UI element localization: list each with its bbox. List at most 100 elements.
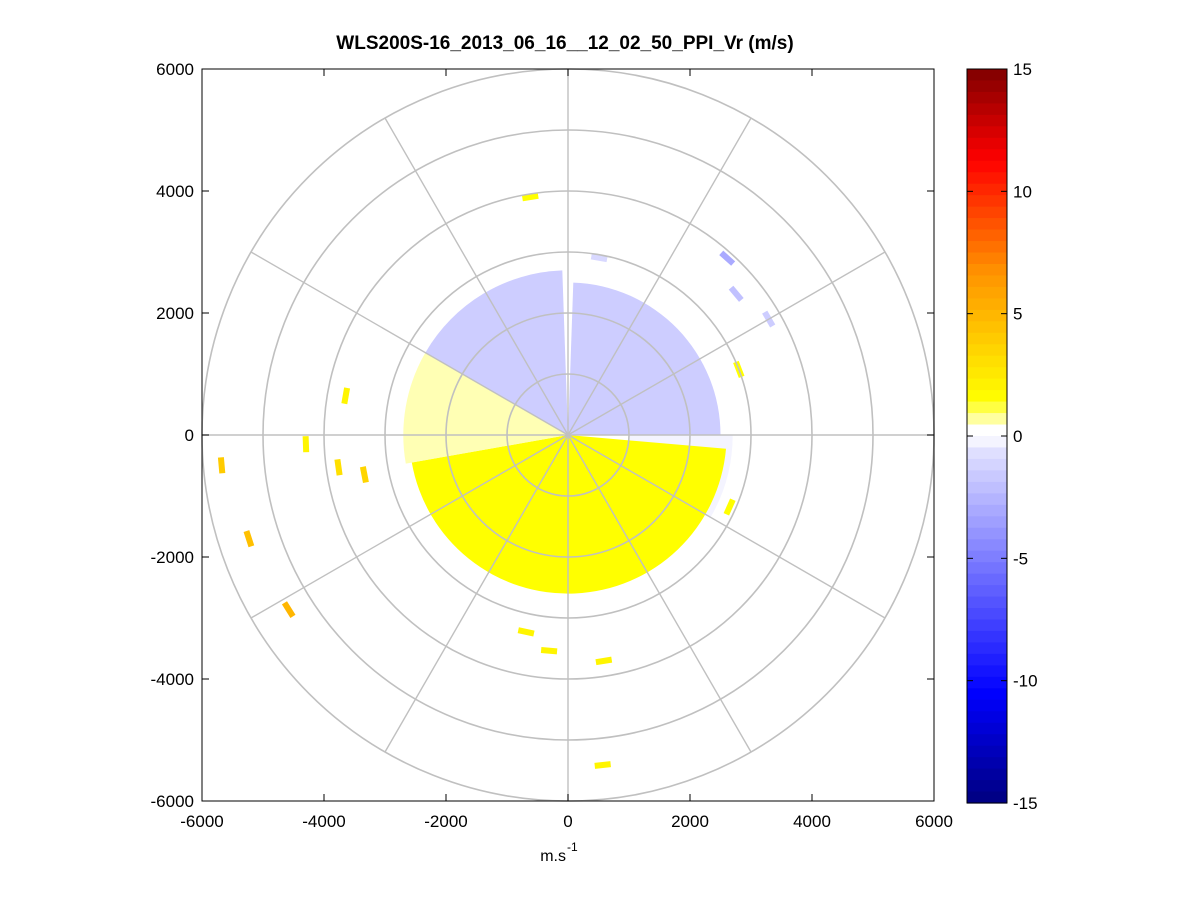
colorbar-swatch	[967, 321, 1007, 334]
colorbar-tick-label: -5	[1013, 549, 1028, 568]
colorbar-gradient	[967, 69, 1007, 804]
velocity-data-layer	[217, 192, 776, 769]
azimuth-spoke	[567, 251, 886, 436]
colorbar-swatch	[967, 103, 1007, 116]
velocity-sector	[411, 435, 726, 594]
x-tick-label: -4000	[302, 812, 345, 831]
velocity-gate	[302, 436, 310, 453]
colorbar-swatch	[967, 653, 1007, 666]
colorbar-ticks: 15 10 5 0 -5 -10 -15	[967, 60, 1038, 813]
colorbar-tick-label: -15	[1013, 794, 1038, 813]
colorbar-swatch	[967, 562, 1007, 575]
colorbar-swatch	[967, 665, 1007, 678]
colorbar-swatch	[967, 630, 1007, 644]
colorbar-swatch	[967, 332, 1007, 345]
y-tick-label: 0	[185, 426, 194, 445]
azimuth-spoke	[384, 117, 569, 436]
colorbar-swatch	[967, 195, 1007, 208]
colorbar-swatch	[967, 585, 1007, 598]
colorbar-swatch	[967, 608, 1007, 621]
colorbar-swatch	[967, 126, 1007, 139]
velocity-gate	[595, 656, 613, 666]
colorbar-swatch	[967, 91, 1007, 105]
colorbar-swatch	[967, 699, 1007, 712]
colorbar-swatch	[967, 791, 1007, 804]
azimuth-spoke	[567, 434, 752, 753]
azimuth-spoke	[250, 434, 569, 619]
colorbar-swatch	[967, 447, 1007, 460]
colorbar-swatch	[967, 206, 1007, 219]
colorbar-swatch	[967, 309, 1007, 322]
colorbar-swatch	[967, 355, 1007, 368]
colorbar-swatch	[967, 676, 1007, 689]
velocity-gate	[723, 498, 736, 516]
y-tick-label: 6000	[156, 60, 194, 79]
colorbar-swatch	[967, 172, 1007, 185]
colorbar-swatch	[967, 229, 1007, 242]
colorbar-swatch	[967, 378, 1007, 391]
x-axis-label-superscript: -1	[567, 840, 578, 854]
colorbar-swatch	[967, 550, 1007, 563]
x-tick-label: 2000	[671, 812, 709, 831]
x-axis-label: m.s	[540, 848, 566, 865]
colorbar-swatch	[967, 252, 1007, 265]
velocity-gate	[540, 647, 558, 655]
azimuth-spoke	[567, 434, 886, 619]
velocity-gate	[334, 458, 343, 476]
velocity-gate	[517, 627, 535, 637]
chart-title: WLS200S-16_2013_06_16__12_02_50_PPI_Vr (…	[336, 33, 793, 54]
plot-area: -6000 -4000 -2000 0 2000 4000 6000 6000 4000 2000…	[151, 60, 953, 831]
colorbar-swatch	[967, 768, 1007, 781]
colorbar-swatch	[967, 344, 1007, 357]
azimuth-spoke	[567, 117, 752, 436]
colorbar-swatch	[967, 470, 1007, 483]
colorbar-swatch	[967, 218, 1007, 231]
colorbar-swatch	[967, 401, 1007, 414]
colorbar-swatch	[967, 504, 1007, 517]
colorbar-swatch	[967, 573, 1007, 586]
velocity-sector	[403, 352, 568, 464]
colorbar-swatch	[967, 114, 1007, 127]
colorbar-swatch	[967, 183, 1007, 196]
colorbar-swatch	[967, 596, 1007, 609]
velocity-gate	[243, 530, 255, 548]
colorbar-swatch	[967, 390, 1007, 403]
y-tick-label: 2000	[156, 304, 194, 323]
colorbar-tick-label: 10	[1013, 182, 1032, 201]
colorbar-swatch	[967, 367, 1007, 380]
x-tick-label: 6000	[915, 812, 953, 831]
colorbar-swatch	[967, 298, 1007, 311]
axis-ticks: -6000 -4000 -2000 0 2000 4000 6000 6000 4000 2000…	[151, 60, 953, 831]
colorbar-swatch	[967, 757, 1007, 770]
colorbar-swatch	[967, 481, 1007, 494]
colorbar-swatch	[967, 780, 1007, 793]
colorbar-swatch	[967, 436, 1007, 449]
colorbar-swatch	[967, 722, 1007, 735]
velocity-gate	[728, 285, 744, 302]
colorbar-swatch	[967, 149, 1007, 162]
colorbar-tick-label: -10	[1013, 672, 1038, 691]
velocity-gate	[719, 250, 736, 266]
velocity-gate	[359, 466, 369, 484]
x-tick-label: -2000	[424, 812, 467, 831]
colorbar-tick-label: 5	[1013, 305, 1022, 324]
velocity-gate	[341, 387, 351, 405]
colorbar-swatch	[967, 458, 1007, 472]
velocity-gate	[217, 457, 226, 474]
colorbar-swatch	[967, 275, 1007, 288]
y-tick-label: -6000	[151, 792, 194, 811]
colorbar-swatch	[967, 527, 1007, 540]
colorbar-swatch	[967, 516, 1007, 529]
velocity-sector	[568, 282, 721, 435]
velocity-sector	[425, 270, 568, 435]
colorbar-swatch	[967, 413, 1007, 426]
colorbar-swatch	[967, 711, 1007, 724]
colorbar-swatch	[967, 241, 1007, 254]
azimuth-spoke	[384, 434, 569, 753]
colorbar-swatch	[967, 424, 1007, 437]
y-tick-label: 4000	[156, 182, 194, 201]
colorbar-tick-label: 0	[1013, 427, 1022, 446]
x-tick-label: 0	[563, 812, 572, 831]
colorbar: 15 10 5 0 -5 -10 -15	[966, 60, 1038, 813]
